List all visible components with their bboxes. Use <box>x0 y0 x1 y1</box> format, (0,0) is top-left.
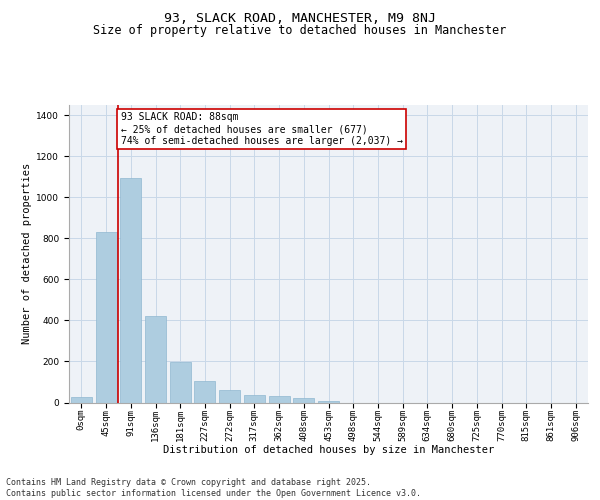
Bar <box>120 178 141 402</box>
X-axis label: Distribution of detached houses by size in Manchester: Distribution of detached houses by size … <box>163 445 494 455</box>
Bar <box>244 394 265 402</box>
Text: Size of property relative to detached houses in Manchester: Size of property relative to detached ho… <box>94 24 506 37</box>
Bar <box>293 398 314 402</box>
Text: Contains HM Land Registry data © Crown copyright and database right 2025.
Contai: Contains HM Land Registry data © Crown c… <box>6 478 421 498</box>
Bar <box>219 390 240 402</box>
Text: 93 SLACK ROAD: 88sqm
← 25% of detached houses are smaller (677)
74% of semi-deta: 93 SLACK ROAD: 88sqm ← 25% of detached h… <box>121 112 403 146</box>
Text: 93, SLACK ROAD, MANCHESTER, M9 8NJ: 93, SLACK ROAD, MANCHESTER, M9 8NJ <box>164 12 436 26</box>
Y-axis label: Number of detached properties: Number of detached properties <box>22 163 32 344</box>
Bar <box>269 396 290 402</box>
Bar <box>95 232 116 402</box>
Bar <box>145 316 166 402</box>
Bar <box>71 398 92 402</box>
Bar <box>318 401 339 402</box>
Bar <box>170 362 191 403</box>
Bar <box>194 381 215 402</box>
